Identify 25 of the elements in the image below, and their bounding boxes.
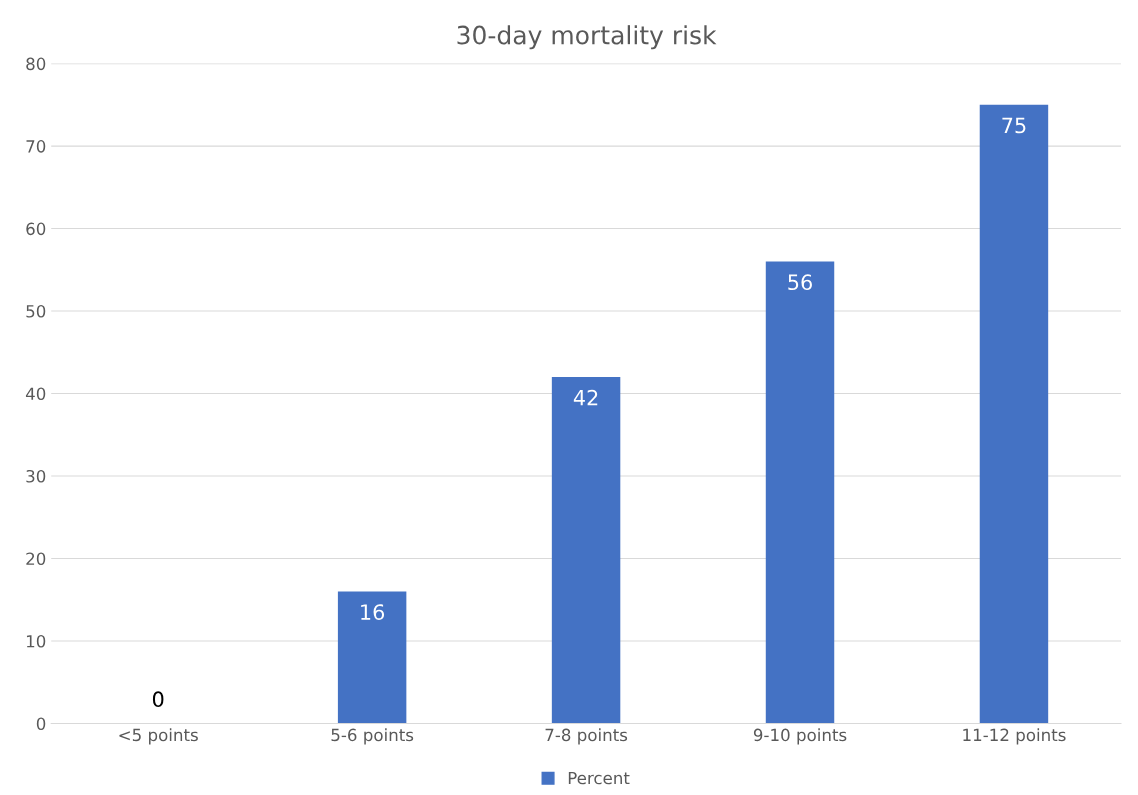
legend-label: Percent: [568, 771, 630, 785]
y-tick-label: 0: [36, 717, 46, 731]
data-label: 16: [361, 604, 385, 620]
y-tick-label: 30: [26, 469, 46, 483]
data-label: 42: [573, 389, 598, 406]
bar: [337, 591, 407, 724]
y-tick-label: 10: [26, 634, 46, 648]
bar: [551, 377, 621, 724]
x-tick-label: 7-8 points: [545, 728, 628, 745]
x-tick-label: <5 points: [119, 728, 198, 745]
x-tick-label: 11-12 points: [963, 728, 1066, 745]
bar: [765, 261, 835, 724]
chart-title: 30-day mortality risk: [457, 25, 717, 50]
y-tick-label: 40: [25, 387, 46, 401]
x-tick-label: 9-10 points: [753, 728, 847, 745]
y-tick-label: 20: [26, 552, 46, 566]
y-tick-label: 50: [26, 305, 46, 318]
bar: [979, 104, 1049, 724]
data-label: 75: [1002, 117, 1026, 134]
data-label: 0: [152, 691, 164, 708]
data-label: 56: [788, 274, 812, 291]
y-tick-label: 70: [26, 140, 46, 153]
x-tick-label: 5-6 points: [331, 728, 414, 745]
y-tick-label: 60: [26, 222, 46, 236]
y-tick-label: 80: [26, 57, 46, 71]
